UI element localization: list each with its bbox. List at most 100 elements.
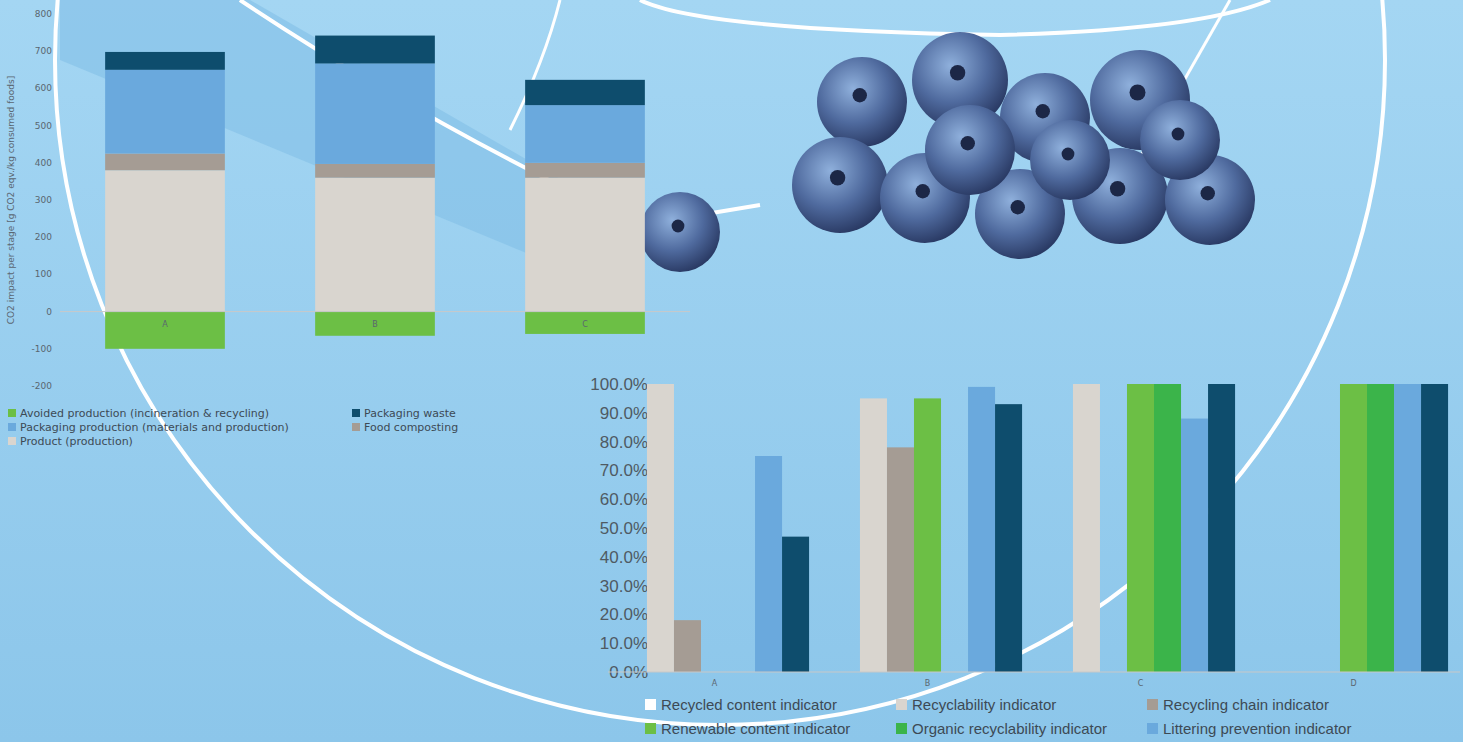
legend-swatch [896, 723, 907, 734]
blueberry [792, 137, 888, 233]
blueberry [925, 105, 1015, 195]
bar [1073, 384, 1100, 672]
y-tick-label: 100.0% [590, 375, 648, 394]
bar [1181, 419, 1208, 672]
blueberry [640, 192, 720, 272]
legend-label: Packaging waste [364, 407, 456, 420]
legend-label: Organic recyclability indicator [912, 720, 1107, 737]
bar [1394, 384, 1421, 672]
legend-label: Recyclability indicator [912, 696, 1056, 713]
y-tick-label: 600 [35, 83, 52, 93]
y-tick-label: 20.0% [600, 605, 648, 624]
bar [782, 537, 809, 672]
blueberry [1030, 120, 1110, 200]
map-line [640, 0, 1270, 35]
legend-label: Food composting [364, 421, 458, 434]
legend-swatch [352, 423, 360, 431]
legend-label: Packaging production (materials and prod… [20, 421, 289, 434]
bar-segment [105, 70, 225, 154]
bar [860, 398, 887, 672]
blueberry-crown [916, 184, 930, 198]
legend-swatch [1147, 699, 1158, 710]
bar [1127, 384, 1154, 672]
bar-segment [525, 105, 645, 163]
legend-swatch [1147, 723, 1158, 734]
bar-segment [525, 178, 645, 312]
bar-segment [525, 312, 645, 334]
legend-swatch [352, 409, 360, 417]
y-tick-label: 0 [46, 307, 52, 317]
legend-label: Recycling chain indicator [1163, 696, 1329, 713]
x-axis-line [608, 672, 1460, 673]
y-tick-label: 700 [35, 46, 52, 56]
y-tick-label: 90.0% [600, 404, 648, 423]
legend-swatch [896, 699, 907, 710]
bar [674, 620, 701, 672]
blueberry-crown [1130, 85, 1146, 101]
y-tick-label: 800 [35, 9, 52, 19]
bar [968, 387, 995, 672]
blueberry [1140, 100, 1220, 180]
blueberry-crown [1036, 104, 1050, 118]
zero-line [60, 311, 690, 312]
bar [755, 456, 782, 672]
bar [1421, 384, 1448, 672]
y-tick-label: 200 [35, 232, 52, 242]
bar-segment [315, 63, 435, 163]
frame-circle [55, 0, 1385, 725]
legend-label: Avoided production (incineration & recyc… [20, 407, 269, 420]
legend-swatch [8, 409, 16, 417]
legend-label: Littering prevention indicator [1163, 720, 1351, 737]
blueberry-crown [1201, 186, 1215, 200]
legend-label: Renewable content indicator [661, 720, 850, 737]
blueberry-crown [672, 220, 685, 233]
stage: -200-1000100200300400500600700800CO2 imp… [0, 0, 1463, 742]
bar [1367, 384, 1394, 672]
bar [887, 447, 914, 672]
x-tick-label: B [925, 679, 931, 688]
y-tick-label: 30.0% [600, 577, 648, 596]
x-tick-label: A [712, 679, 718, 688]
x-tick-label: A [162, 320, 168, 329]
bar-segment [315, 36, 435, 64]
legend-swatch [645, 723, 656, 734]
blueberry-crown [830, 170, 845, 185]
bar [995, 404, 1022, 672]
bar [1340, 384, 1367, 672]
bar-segment [315, 178, 435, 312]
y-tick-label: 70.0% [600, 461, 648, 480]
blueberry-crown [950, 65, 965, 80]
x-tick-label: B [372, 320, 378, 329]
legend: Recycled content indicatorRecyclability … [645, 696, 1351, 737]
legend-swatch [8, 423, 16, 431]
bar-segment [315, 164, 435, 178]
legend-label: Product (production) [20, 435, 133, 448]
y-tick-label: 100 [35, 269, 52, 279]
y-tick-label: 10.0% [600, 634, 648, 653]
x-tick-label: C [582, 320, 588, 329]
legend-swatch [8, 437, 16, 445]
y-tick-label: 50.0% [600, 519, 648, 538]
bars [105, 36, 645, 349]
y-tick-label: 60.0% [600, 490, 648, 509]
blueberry-crown [853, 88, 867, 102]
blueberry-crown [1172, 128, 1185, 141]
bars [647, 384, 1448, 672]
y-tick-label: 40.0% [600, 548, 648, 567]
bar-segment [105, 312, 225, 349]
blueberry-crown [961, 136, 975, 150]
bar [914, 398, 941, 672]
x-tick-label: C [1138, 679, 1144, 688]
bar [1154, 384, 1181, 672]
bar-segment [105, 52, 225, 70]
bar [647, 384, 674, 672]
chart-co2: -200-1000100200300400500600700800CO2 imp… [6, 9, 690, 448]
y-tick-label: 80.0% [600, 433, 648, 452]
bar-segment [105, 154, 225, 171]
bar-segment [525, 80, 645, 105]
chart-indicators: 0.0%10.0%20.0%30.0%40.0%50.0%60.0%70.0%8… [590, 375, 1460, 737]
blueberry [1090, 50, 1190, 150]
bar-segment [315, 312, 435, 336]
bar-segment [525, 163, 645, 178]
y-axis-title: CO2 impact per stage [g CO2 eqv./kg cons… [6, 76, 16, 325]
